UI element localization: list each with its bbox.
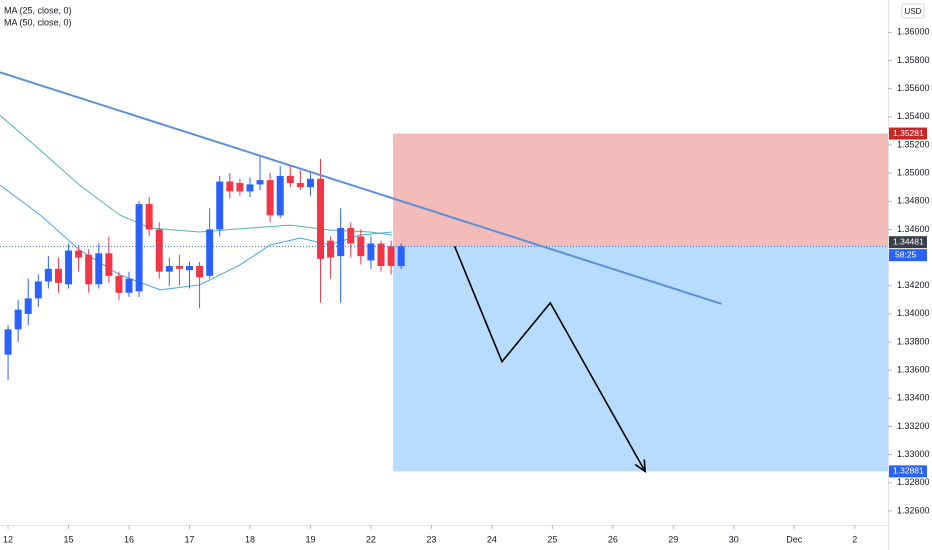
candle-body xyxy=(367,243,375,261)
candle-body xyxy=(24,298,32,314)
x-tick-label: 25 xyxy=(547,534,557,544)
candle-body xyxy=(216,181,224,230)
candle-body xyxy=(175,266,183,269)
x-tick-label: 18 xyxy=(245,534,255,544)
x-tick-label: Dec xyxy=(786,534,803,544)
candle-body xyxy=(165,266,173,272)
candle-body xyxy=(377,243,385,267)
candle-body xyxy=(95,253,103,285)
candle-body xyxy=(155,229,163,272)
price-tag-label: 1.34481 xyxy=(893,236,924,246)
y-tick-label: 1.35800 xyxy=(897,55,930,65)
y-tick-label: 1.35200 xyxy=(897,139,930,149)
candle-body xyxy=(306,178,314,188)
candle-body xyxy=(44,268,52,282)
y-tick-label: 1.33800 xyxy=(897,336,930,346)
x-tick-label: 30 xyxy=(729,534,739,544)
x-tick-label: 17 xyxy=(184,534,194,544)
candle-body xyxy=(206,229,214,276)
candle-body xyxy=(317,178,325,259)
x-tick-label: 29 xyxy=(668,534,678,544)
y-tick-label: 1.33600 xyxy=(897,365,930,375)
candle-body xyxy=(105,253,113,276)
x-tick-label: 12 xyxy=(3,534,13,544)
candle-body xyxy=(397,246,405,267)
candle-body xyxy=(125,278,133,293)
price-tag xyxy=(889,465,927,478)
x-tick-label: 15 xyxy=(64,534,74,544)
candle-body xyxy=(135,204,143,292)
moving-average xyxy=(0,184,393,291)
legend-entry: MA (25, close, 0) xyxy=(4,5,72,15)
candle-body xyxy=(347,228,355,244)
candle-body xyxy=(337,228,345,257)
y-tick-label: 1.33400 xyxy=(897,393,930,403)
candle-body xyxy=(14,309,22,330)
candle-body xyxy=(75,250,83,258)
candle-body xyxy=(145,204,153,230)
candle-body xyxy=(65,250,73,285)
candle-body xyxy=(54,268,62,283)
candle-body xyxy=(85,254,93,285)
x-tick-label: 23 xyxy=(426,534,436,544)
candle-body xyxy=(185,266,193,271)
candle-body xyxy=(115,275,123,293)
price-tag-label: 1.35281 xyxy=(893,128,924,138)
projection-path xyxy=(453,245,646,472)
y-tick-label: 1.34200 xyxy=(897,280,930,290)
y-tick-label: 1.34600 xyxy=(897,224,930,234)
stop-zone xyxy=(393,133,888,247)
currency-label: USD xyxy=(905,7,922,16)
candle-body xyxy=(34,281,42,299)
currency-box[interactable] xyxy=(901,3,925,19)
candle-body xyxy=(256,180,264,185)
y-tick-label: 1.34800 xyxy=(897,196,930,206)
candle-body xyxy=(286,175,294,183)
x-tick-label: 19 xyxy=(305,534,315,544)
y-tick-label: 1.34000 xyxy=(897,308,930,318)
y-tick-label: 1.32800 xyxy=(897,477,930,487)
x-tick-label: 26 xyxy=(608,534,618,544)
candle-body xyxy=(296,182,304,188)
x-tick-label: 16 xyxy=(124,534,134,544)
target-zone xyxy=(393,246,888,472)
y-tick-label: 1.35000 xyxy=(897,167,930,177)
legend-entry: MA (50, close, 0) xyxy=(4,17,72,27)
price-tag xyxy=(889,127,927,140)
candle-body xyxy=(236,182,244,192)
arrow-head xyxy=(634,459,647,474)
y-tick-label: 1.36000 xyxy=(897,27,930,37)
x-tick-label: 2 xyxy=(852,534,857,544)
y-tick-label: 1.33200 xyxy=(897,421,930,431)
y-tick-label: 1.33000 xyxy=(897,449,930,459)
y-tick-label: 1.32600 xyxy=(897,505,930,515)
candle-body xyxy=(246,184,254,192)
trendline xyxy=(0,71,723,305)
candle-body xyxy=(327,240,335,258)
price-tag xyxy=(889,236,927,249)
countdown-tag xyxy=(889,249,927,262)
candle-body xyxy=(4,329,12,355)
price-tag-label: 1.32881 xyxy=(893,466,924,476)
candle-body xyxy=(196,266,204,278)
candle-body xyxy=(276,175,284,216)
candle-body xyxy=(266,180,274,216)
countdown-label: 58:25 xyxy=(895,249,917,259)
candle-body xyxy=(226,181,234,192)
x-tick-label: 22 xyxy=(366,534,376,544)
candle-body xyxy=(387,246,395,267)
y-tick-label: 1.35600 xyxy=(897,83,930,93)
y-tick-label: 1.35400 xyxy=(897,111,930,121)
x-tick-label: 24 xyxy=(487,534,497,544)
